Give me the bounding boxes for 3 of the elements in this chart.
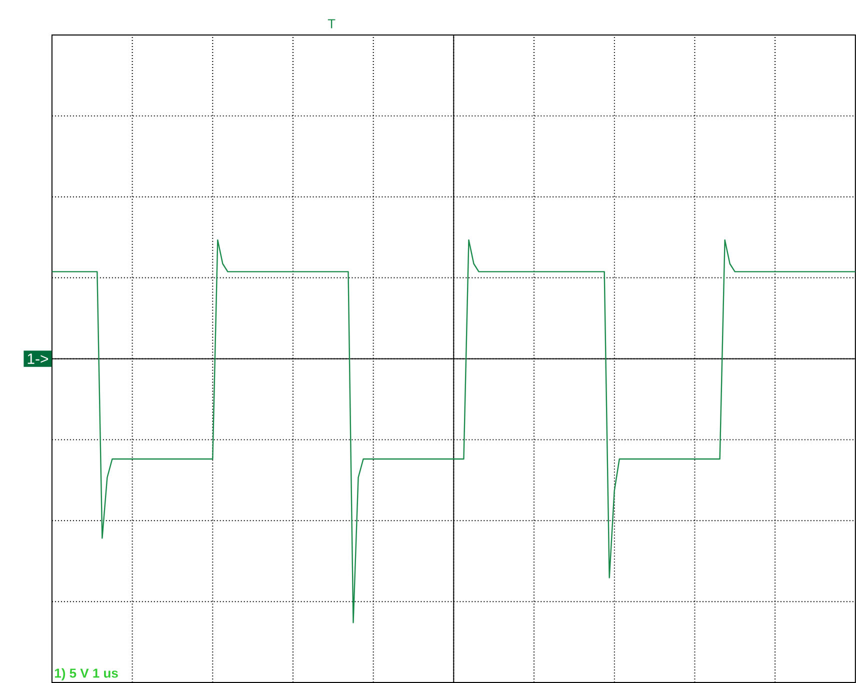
text: T: [328, 19, 336, 28]
text: 1->: [28, 354, 48, 364]
text: 1) 5 V 1 us: [54, 668, 118, 680]
